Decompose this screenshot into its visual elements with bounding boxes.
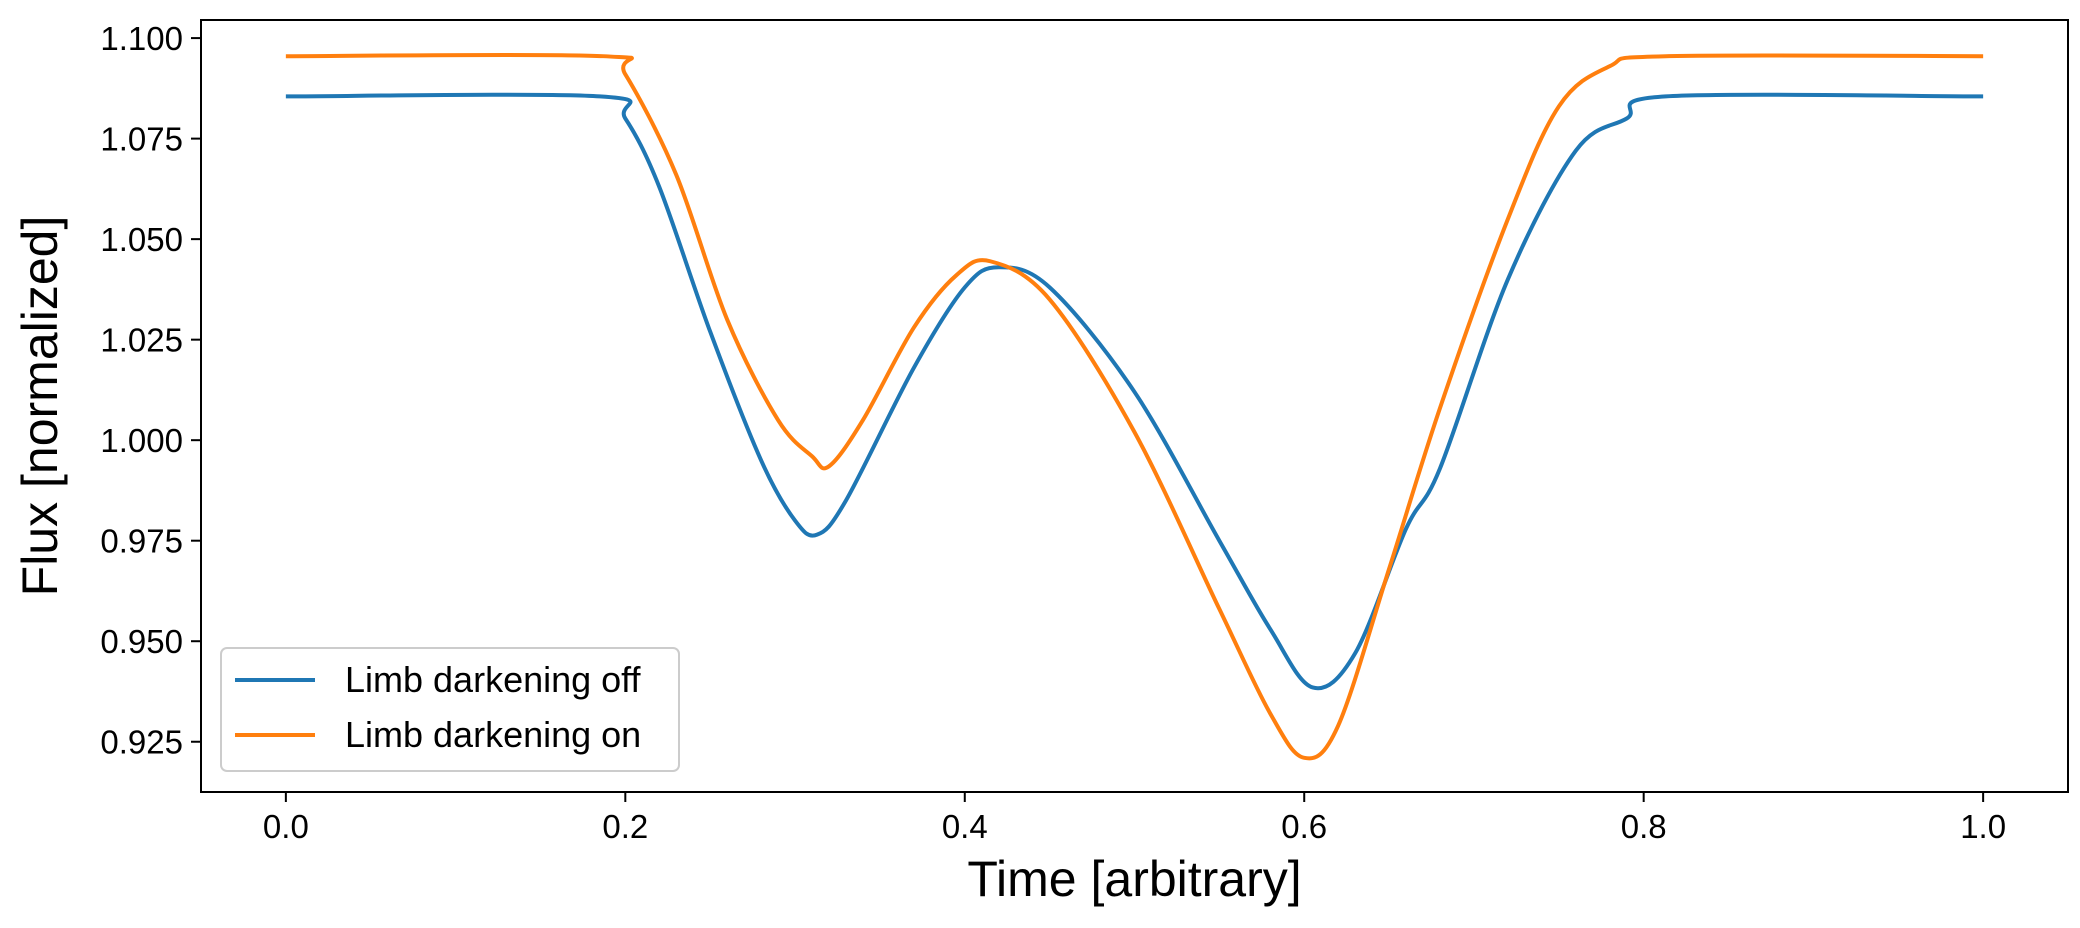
legend-box xyxy=(220,647,680,772)
x-tick-label: 0.8 xyxy=(1621,808,1667,845)
y-tick-label: 0.950 xyxy=(100,623,183,660)
x-axis-ticks: 0.0 0.2 0.4 0.6 0.8 1.0 xyxy=(263,792,2006,845)
x-tick-label: 0.2 xyxy=(602,808,648,845)
y-tick-label: 1.075 xyxy=(100,121,183,158)
x-tick-label: 1.0 xyxy=(1960,808,2006,845)
x-tick-label: 0.6 xyxy=(1281,808,1327,845)
y-tick-label: 1.050 xyxy=(100,221,183,258)
plot-frame xyxy=(200,19,2069,793)
x-tick-label: 0.0 xyxy=(263,808,309,845)
y-tick-label: 1.025 xyxy=(100,322,183,359)
x-tick-label: 0.4 xyxy=(942,808,988,845)
x-axis-label: Time [arbitrary] xyxy=(967,851,1301,907)
y-axis-label: Flux [normalized] xyxy=(12,216,68,597)
series-layer xyxy=(285,52,1984,761)
y-tick-label: 1.100 xyxy=(100,20,183,57)
y-tick-label: 0.975 xyxy=(100,523,183,560)
series-line-limb-darkening-off xyxy=(285,92,1984,691)
legend-label-limb-darkening-off: Limb darkening off xyxy=(345,659,642,700)
y-tick-label: 1.000 xyxy=(100,422,183,459)
y-tick-label: 0.925 xyxy=(100,724,183,761)
y-axis-ticks: 0.925 0.950 0.975 1.000 1.025 1.050 1.075 1.100 xyxy=(100,20,201,761)
legend-label-limb-darkening-on: Limb darkening on xyxy=(345,714,641,755)
series-line-limb-darkening-on xyxy=(285,52,1984,761)
legend: Limb darkening off Limb darkening on xyxy=(220,647,680,772)
